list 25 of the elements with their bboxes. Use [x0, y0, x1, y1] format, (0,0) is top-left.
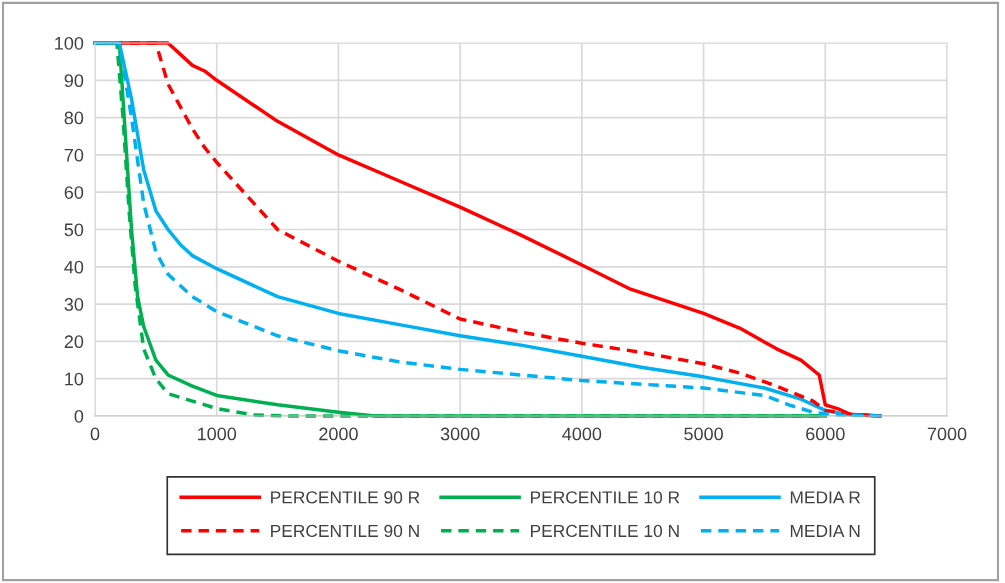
y-tick-label: 100	[55, 36, 84, 50]
x-tick-label: 4000	[562, 427, 602, 441]
y-tick-label: 0	[74, 409, 84, 423]
y-tick-label: 20	[64, 335, 84, 349]
y-tick-label: 10	[65, 372, 84, 386]
y-tick-label: 50	[64, 223, 84, 237]
x-tick-label: 2000	[319, 427, 358, 441]
legend-label: PERCENTILE 10 R	[531, 491, 680, 504]
legend-label: MEDIA N	[790, 524, 860, 537]
legend-label: PERCENTILE 90 R	[271, 491, 420, 504]
y-tick-label: 30	[64, 298, 84, 311]
y-tick-label: 40	[64, 260, 84, 274]
y-tick-label: 80	[64, 111, 84, 125]
x-tick-label: 1000	[198, 427, 237, 441]
legend-label: PERCENTILE 90 N	[271, 524, 419, 538]
x-tick-label: 6000	[806, 427, 845, 441]
x-tick-label: 5000	[684, 427, 723, 441]
x-tick-label: 3000	[440, 427, 480, 441]
y-tick-label: 60	[64, 186, 84, 199]
y-tick-label: 90	[64, 74, 84, 88]
x-tick-label: 0	[90, 427, 100, 441]
legend-label: PERCENTILE 10 N	[531, 524, 679, 538]
legend-label: MEDIA R	[790, 491, 861, 504]
x-tick-label: 7000	[927, 427, 967, 441]
y-tick-label: 70	[64, 148, 84, 162]
